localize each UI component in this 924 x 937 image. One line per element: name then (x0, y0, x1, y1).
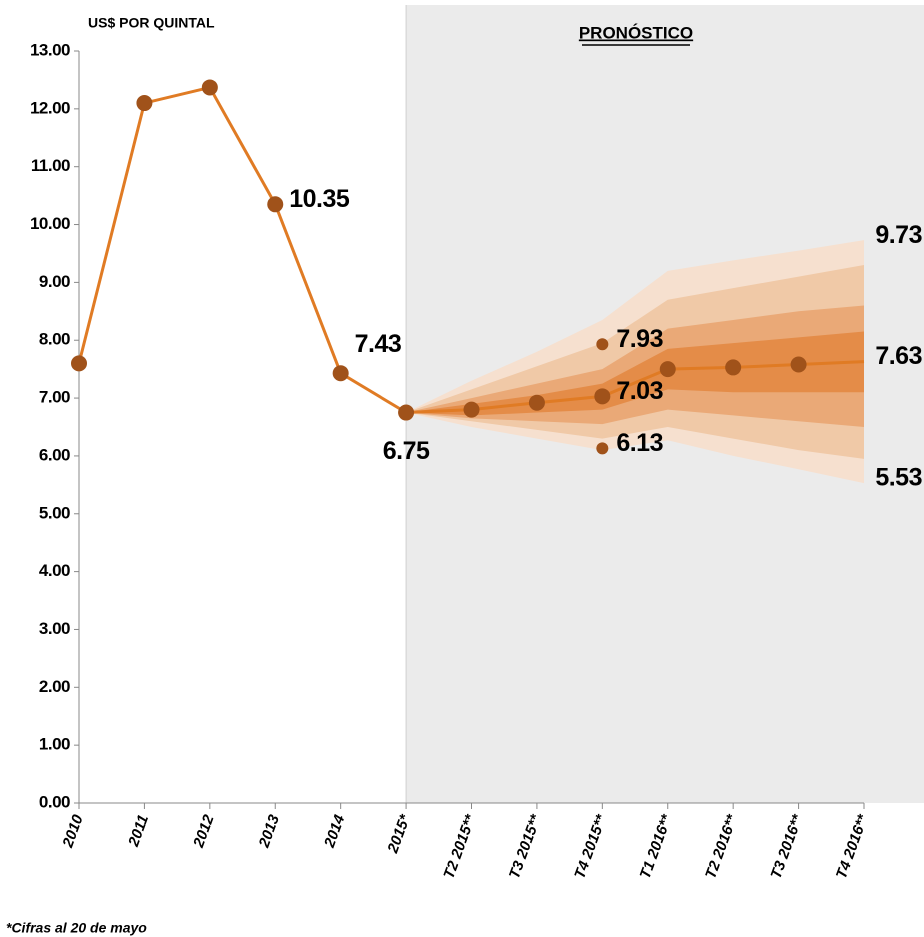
marker (136, 95, 153, 112)
marker (596, 338, 609, 351)
x-tick-label: 2012 (190, 812, 218, 851)
marker (201, 79, 218, 96)
x-tick-label: T2 2016** (702, 811, 741, 881)
x-tick-label: 2013 (255, 812, 283, 851)
x-tick-label: 2014 (321, 812, 349, 851)
marker (398, 404, 415, 421)
y-tick-label: 10.00 (30, 214, 70, 233)
marker (659, 361, 676, 378)
value-label: 7.93 (616, 325, 663, 353)
marker (267, 196, 284, 213)
marker (332, 365, 349, 382)
value-label: 6.75 (383, 437, 430, 465)
marker (463, 401, 480, 418)
y-tick-label: 9.00 (39, 272, 70, 291)
value-label: 5.53 (875, 464, 922, 492)
marker (71, 355, 87, 372)
value-label: 7.63 (875, 342, 922, 370)
value-label: 6.13 (616, 429, 663, 457)
value-label: 7.43 (355, 330, 402, 358)
value-label: 9.73 (875, 221, 922, 249)
x-tick-label: 2011 (125, 813, 152, 850)
y-tick-label: 12.00 (30, 98, 70, 117)
x-tick-label: 2015* (384, 811, 414, 856)
marker (528, 394, 545, 411)
y-tick-label: 4.00 (39, 561, 70, 580)
y-tick-label: 8.00 (39, 330, 70, 349)
y-tick-label: 7.00 (39, 388, 70, 407)
y-tick-label: 6.00 (39, 445, 70, 464)
marker (790, 356, 807, 373)
x-tick-label: T1 2016** (637, 811, 676, 881)
marker (725, 359, 742, 376)
y-tick-label: 2.00 (39, 677, 70, 696)
x-tick-label: T4 2016** (833, 811, 872, 881)
x-tick-label: T3 2015** (506, 811, 545, 881)
x-tick-label: 2010 (59, 812, 87, 851)
y-tick-label: 0.00 (39, 792, 70, 811)
value-label: 7.03 (616, 377, 663, 405)
marker (594, 388, 611, 405)
y-tick-label: 3.00 (39, 619, 70, 638)
y-axis-label: US$ POR QUINTAL (88, 15, 215, 31)
y-tick-label: 5.00 (39, 503, 70, 522)
x-tick-label: T4 2015** (571, 811, 610, 881)
y-tick-label: 11.00 (31, 156, 70, 175)
value-label: 10.35 (289, 185, 350, 213)
x-tick-label: T2 2015** (440, 811, 479, 881)
x-tick-label: T3 2016** (768, 811, 807, 881)
footnote: *Cifras al 20 de mayo (6, 920, 147, 936)
y-tick-label: 1.00 (39, 735, 70, 754)
forecast-label: PRONÓSTICO (579, 23, 693, 42)
fan-band (406, 331, 864, 416)
marker (596, 442, 609, 455)
y-tick-label: 13.00 (30, 40, 70, 59)
